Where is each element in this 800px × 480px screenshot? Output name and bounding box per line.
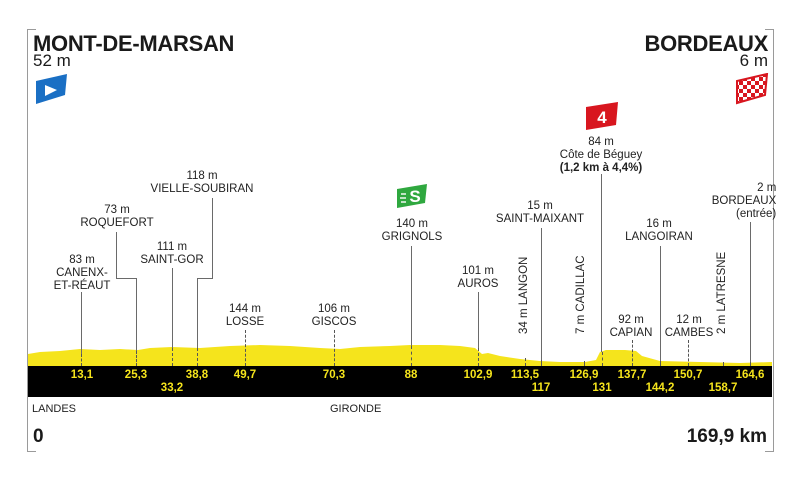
point-saint-gor: 111 m SAINT-GOR [140,241,204,266]
leader-line [136,278,138,351]
marker-dash [411,346,412,366]
intermediate-sprint-icon: S [397,184,427,208]
km-mark: 70,3 [322,369,346,381]
point-langon: 34 m LANGON [518,256,530,334]
leader-line [478,292,480,348]
climb-category-4-icon: 4 [586,102,618,130]
km-mark: 117 [531,382,551,394]
km-mark: 150,7 [673,369,703,381]
svg-text:S: S [409,187,420,206]
point-grignols: 140 m GRIGNOLS [381,218,443,243]
leader-line [116,278,136,280]
km-mark: 38,8 [185,369,209,381]
km-mark: 164,6 [735,369,765,381]
marker-dash [632,340,633,366]
leader-line [81,292,83,354]
climb-label: 84 m Côte de Béguey (1,2 km à 4,4%) [559,136,643,174]
marker-dash [541,360,542,366]
km-mark: 102,9 [463,369,493,381]
marker-dash [723,362,724,366]
leader-line [197,278,213,280]
leader-line [212,198,214,278]
leader-line [660,246,662,361]
finish-checkered-flag-icon [736,73,769,105]
svg-text:4: 4 [597,108,607,127]
leader-line [172,268,174,348]
km-mark: 25,3 [124,369,148,381]
marker-dash [334,330,335,366]
finish-altitude: 6 m [739,51,768,70]
km-mark: 126,9 [569,369,599,381]
marker-dash [478,348,479,366]
region-landes: LANDES [32,403,77,415]
km-mark: 49,7 [233,369,257,381]
km-mark: 137,7 [617,369,647,381]
km-mark: 88 [404,369,418,381]
km-mark: 33,2 [160,382,184,394]
marker-dash [136,351,137,366]
point-giscos: 106 m GISCOS [311,303,357,328]
leader-line [197,278,199,348]
start-city: MONT-DE-MARSAN [33,31,235,56]
marker-dash [602,352,603,366]
point-canenx: 83 m CANENX- ET-RÉAUT [53,254,111,292]
leader-line [750,222,752,362]
start-flag-icon [36,74,67,104]
km-mark: 131 [592,382,612,394]
leader-line [116,232,118,279]
point-vielle-soubiran: 118 m VIELLE-SOUBIRAN [150,170,254,195]
point-bordeaux-entree: 2 m BORDEAUX (entrée) [711,182,777,220]
point-cadillac: 7 m CADILLAC [575,255,587,334]
marker-dash [172,348,173,366]
leader-line [601,174,603,352]
marker-dash [525,358,526,366]
marker-dash [245,330,246,366]
km-mark: 144,2 [645,382,675,394]
km-band [28,366,772,397]
marker-dash [688,340,689,366]
frame-right-bracket [765,29,774,452]
marker-dash [81,354,82,366]
region-gironde: GIRONDE [330,403,382,415]
point-capian: 92 m CAPIAN [609,314,653,339]
point-cambes: 12 m CAMBES [664,314,714,339]
km-mark: 13,1 [70,369,94,381]
distance-end: 169,9 km [686,426,767,447]
point-langoiran: 16 m LANGOIRAN [625,218,693,243]
leader-line [411,246,413,346]
frame-left-bracket [27,29,36,452]
km-mark: 158,7 [708,382,738,394]
distance-start: 0 [33,426,44,447]
finish-city: BORDEAUX [644,31,769,56]
start-altitude: 52 m [33,51,71,70]
marker-dash [197,348,198,366]
point-losse: 144 m LOSSE [225,303,265,328]
point-saint-maixant: 15 m SAINT-MAIXANT [495,200,585,225]
marker-dash [660,361,661,366]
marker-dash [584,361,585,366]
point-latresne: 2 m LATRESNE [716,251,728,334]
km-mark: 113,5 [510,369,540,381]
leader-line [541,228,543,360]
marker-dash [750,362,751,366]
point-roquefort: 73 m ROQUEFORT [80,204,154,229]
point-auros: 101 m AUROS [457,265,499,290]
